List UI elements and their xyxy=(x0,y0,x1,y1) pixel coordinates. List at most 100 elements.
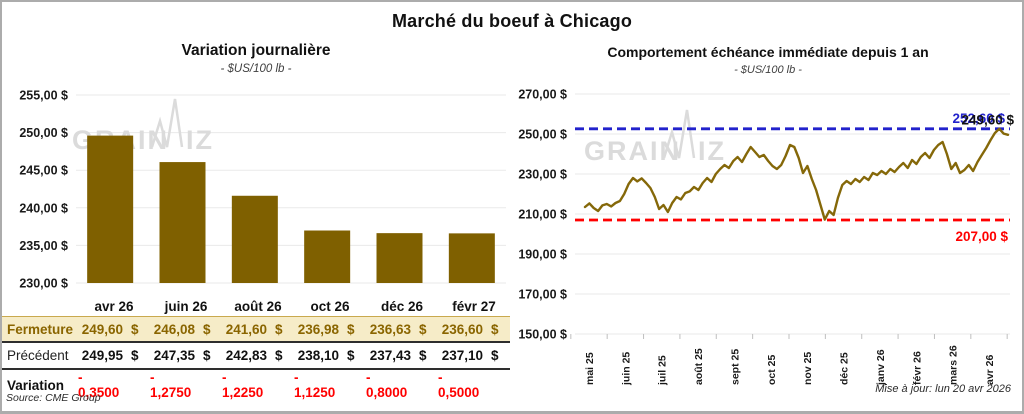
currency-symbol: $ xyxy=(275,321,283,337)
table-cell: 246,08 $ xyxy=(150,317,222,341)
currency-symbol: $ xyxy=(419,348,427,363)
table-cell: 249,95 $ xyxy=(78,343,150,368)
cell-value: 249,60 xyxy=(81,321,123,337)
update-note: Mise à jour: lun 20 avr 2026 xyxy=(875,383,1011,395)
x-axis-month-label: sept 25 xyxy=(729,349,741,385)
column-header: déc 26 xyxy=(380,298,424,314)
x-axis-month-label: juil 25 xyxy=(657,355,669,386)
y-axis-tick-label: 255,00 $ xyxy=(19,89,68,103)
y-axis-tick-label: 150,00 $ xyxy=(518,328,567,342)
table-cell: 249,60 $ xyxy=(78,317,150,341)
table-cell: 242,83 $ xyxy=(222,343,294,368)
table-row-fermeture: Fermeture 249,60 $246,08 $241,60 $236,98 $236… xyxy=(2,316,510,343)
column-header: août 26 xyxy=(234,298,282,314)
table-cell: - 0,5000 xyxy=(438,370,510,400)
page-title: Marché du boeuf à Chicago xyxy=(391,11,633,31)
bar-chart-title: Variation journalière xyxy=(181,42,331,59)
x-axis-month-label: juin 25 xyxy=(620,352,632,386)
watermark-text: IZ xyxy=(698,136,726,166)
cell-value: 238,10 xyxy=(297,348,339,363)
table-cell: - 1,1250 xyxy=(294,370,366,400)
currency-symbol: $ xyxy=(419,321,427,337)
x-axis-month-label: févr 26 xyxy=(911,351,923,385)
cell-value: - 0,8000 xyxy=(366,370,408,400)
table-row-header: avr 26 juin 26 août 26 oct 26 déc 26 févr 27 xyxy=(2,296,510,316)
table-corner-cell xyxy=(2,296,78,316)
currency-symbol: $ xyxy=(203,321,211,337)
bar-juin 26 xyxy=(159,162,206,283)
watermark-text: IZ xyxy=(186,125,214,155)
currency-symbol: $ xyxy=(347,348,355,363)
x-axis-month-label: nov 25 xyxy=(802,352,814,385)
bar-août 26 xyxy=(231,195,278,283)
table-cell: 238,10 $ xyxy=(294,343,366,368)
low-value-label: 207,00 $ xyxy=(955,229,1008,244)
x-axis-month-label: août 25 xyxy=(693,348,705,385)
x-axis-month-label: mai 25 xyxy=(584,352,596,385)
y-axis-tick-label: 240,00 $ xyxy=(19,201,68,215)
x-axis-month-label: avr 26 xyxy=(984,354,996,385)
table-cell: - 0,3500 xyxy=(78,370,150,400)
currency-symbol: $ xyxy=(347,321,355,337)
table-row-variation: Variation - 0,3500 - 1,2750 - 1,2250 - 1,125… xyxy=(2,370,510,400)
table-row-precedent: Précédent 249,95 $247,35 $242,83 $238,10 $237… xyxy=(2,343,510,370)
table-cell: - 1,2750 xyxy=(150,370,222,400)
price-line-series xyxy=(583,127,1010,221)
last-close-label: 249,60 $ xyxy=(961,113,1014,128)
cell-value: 236,60 xyxy=(441,321,483,337)
grainwiz-watermark: GRAIN IZ xyxy=(584,109,726,166)
row-label: Variation xyxy=(7,377,65,393)
front-month-line-chart: 270,00 $ 250,00 $ 230,00 $ 210,00 $ 190,00 $… xyxy=(518,88,1014,387)
table-cell: 237,10 $ xyxy=(438,343,510,368)
y-axis-tick-label: 235,00 $ xyxy=(19,239,68,253)
y-axis-tick-label: 210,00 $ xyxy=(518,208,567,222)
y-axis-tick-label: 170,00 $ xyxy=(518,288,567,302)
y-axis-tick-label: 250,00 $ xyxy=(518,128,567,142)
row-label: Fermeture xyxy=(7,321,74,337)
y-axis-tick-label: 230,00 $ xyxy=(518,168,567,182)
cell-value: - 0,3500 xyxy=(78,370,120,400)
line-chart-title: Comportement échéance immédiate depuis 1… xyxy=(607,44,929,60)
table-cell: 236,60 $ xyxy=(438,317,510,341)
bar-déc 26 xyxy=(376,233,423,283)
bar-avr 26 xyxy=(87,135,134,283)
x-axis-month-label: déc 25 xyxy=(839,352,851,385)
column-header: avr 26 xyxy=(94,298,134,314)
currency-symbol: $ xyxy=(491,348,499,363)
source-note: Source: CME Group xyxy=(6,392,101,404)
watermark-zigzag-icon xyxy=(150,98,184,148)
cell-value: 247,35 xyxy=(153,348,195,363)
table-cell: 237,43 $ xyxy=(366,343,438,368)
bar-oct 26 xyxy=(304,230,351,283)
y-axis-tick-label: 250,00 $ xyxy=(19,126,68,140)
cell-value: 246,08 xyxy=(153,321,195,337)
cell-value: 242,83 xyxy=(225,348,267,363)
quotes-table: avr 26 juin 26 août 26 oct 26 déc 26 févr 27 F… xyxy=(2,296,510,400)
y-axis-tick-label: 190,00 $ xyxy=(518,248,567,262)
cell-value: - 1,1250 xyxy=(294,370,336,400)
bar-févr 27 xyxy=(448,233,495,283)
table-cell: 241,60 $ xyxy=(222,317,294,341)
cell-value: 241,60 xyxy=(225,321,267,337)
x-axis-month-label: mars 26 xyxy=(948,345,960,385)
high-value-label: 252,60 $ xyxy=(952,111,1005,126)
currency-symbol: $ xyxy=(275,348,283,363)
cell-value: 236,98 xyxy=(297,321,339,337)
row-label: Précédent xyxy=(7,348,69,363)
cell-value: - 0,5000 xyxy=(438,370,480,400)
x-axis-month-label: oct 25 xyxy=(766,354,778,385)
column-header: févr 27 xyxy=(452,298,496,314)
table-cell: - 1,2250 xyxy=(222,370,294,400)
line-chart-subtitle: - $US/100 lb - xyxy=(734,64,802,76)
x-axis-month-label: janv 26 xyxy=(875,349,887,386)
column-header: juin 26 xyxy=(164,298,208,314)
cell-value: - 1,2250 xyxy=(222,370,264,400)
table-cell: - 0,8000 xyxy=(366,370,438,400)
cell-value: 237,43 xyxy=(369,348,411,363)
y-axis-tick-label: 245,00 $ xyxy=(19,164,68,178)
watermark-zigzag-icon xyxy=(662,109,696,159)
currency-symbol: $ xyxy=(203,348,211,363)
table-cell: 247,35 $ xyxy=(150,343,222,368)
watermark-text: GRAIN xyxy=(584,136,681,166)
y-axis-tick-label: 270,00 $ xyxy=(518,88,567,102)
